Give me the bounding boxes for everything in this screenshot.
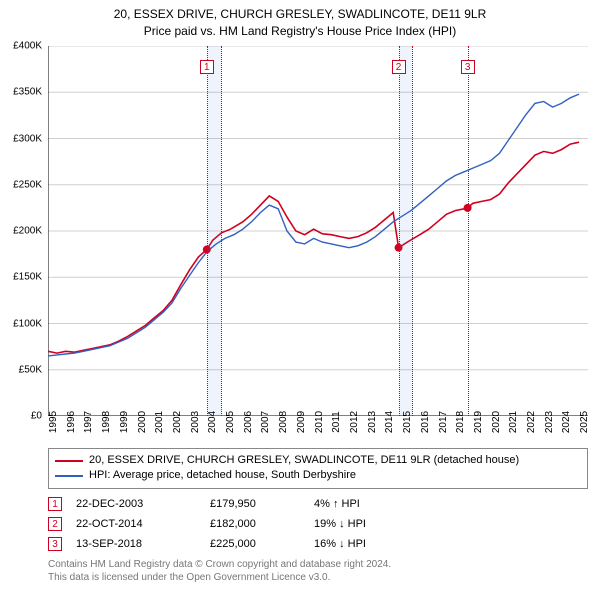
event-date: 22-OCT-2014 (76, 518, 196, 530)
chart-svg (48, 46, 588, 416)
x-tick-label: 2017 (438, 411, 449, 433)
y-tick-label: £350K (13, 87, 42, 98)
footer-line2: This data is licensed under the Open Gov… (48, 571, 391, 584)
x-tick-label: 2014 (384, 411, 395, 433)
x-tick-label: 1999 (119, 411, 130, 433)
chart-marker-box: 3 (461, 60, 475, 74)
x-tick-label: 2009 (296, 411, 307, 433)
event-price: £182,000 (210, 518, 300, 530)
y-tick-label: £400K (13, 41, 42, 52)
events-table: 1 22-DEC-2003 £179,950 4% ↑ HPI 2 22-OCT… (48, 494, 588, 554)
footer-line1: Contains HM Land Registry data © Crown c… (48, 558, 391, 571)
title-line2: Price paid vs. HM Land Registry's House … (0, 23, 600, 40)
x-tick-label: 1995 (48, 411, 59, 433)
x-tick-label: 2024 (561, 411, 572, 433)
event-marker-icon: 2 (48, 517, 62, 531)
event-marker-icon: 3 (48, 537, 62, 551)
event-delta: 16% ↓ HPI (314, 538, 434, 550)
event-delta: 4% ↑ HPI (314, 498, 434, 510)
x-tick-label: 1997 (83, 411, 94, 433)
x-tick-label: 2015 (402, 411, 413, 433)
x-tick-label: 2004 (207, 411, 218, 433)
x-tick-label: 2019 (473, 411, 484, 433)
x-tick-label: 2016 (420, 411, 431, 433)
event-price: £225,000 (210, 538, 300, 550)
event-row: 2 22-OCT-2014 £182,000 19% ↓ HPI (48, 514, 588, 534)
x-tick-label: 2018 (455, 411, 466, 433)
legend-label: 20, ESSEX DRIVE, CHURCH GRESLEY, SWADLIN… (89, 453, 519, 468)
x-tick-label: 2006 (243, 411, 254, 433)
x-tick-label: 2001 (154, 411, 165, 433)
event-row: 1 22-DEC-2003 £179,950 4% ↑ HPI (48, 494, 588, 514)
legend-swatch (55, 475, 83, 477)
y-tick-label: £100K (13, 318, 42, 329)
event-delta: 19% ↓ HPI (314, 518, 434, 530)
y-tick-label: £150K (13, 272, 42, 283)
title-block: 20, ESSEX DRIVE, CHURCH GRESLEY, SWADLIN… (0, 0, 600, 40)
x-tick-label: 2012 (349, 411, 360, 433)
x-tick-label: 1998 (101, 411, 112, 433)
x-tick-label: 2000 (137, 411, 148, 433)
x-tick-label: 2008 (278, 411, 289, 433)
x-tick-label: 2020 (491, 411, 502, 433)
event-date: 22-DEC-2003 (76, 498, 196, 510)
x-tick-label: 2023 (544, 411, 555, 433)
title-line1: 20, ESSEX DRIVE, CHURCH GRESLEY, SWADLIN… (0, 6, 600, 23)
y-tick-label: £300K (13, 133, 42, 144)
y-tick-label: £50K (19, 364, 42, 375)
legend-row: 20, ESSEX DRIVE, CHURCH GRESLEY, SWADLIN… (55, 453, 581, 468)
x-tick-label: 2013 (367, 411, 378, 433)
y-tick-label: £0 (31, 411, 42, 422)
chart-marker-box: 2 (392, 60, 406, 74)
event-date: 13-SEP-2018 (76, 538, 196, 550)
x-tick-label: 2002 (172, 411, 183, 433)
event-marker-icon: 1 (48, 497, 62, 511)
x-tick-label: 1996 (66, 411, 77, 433)
footer: Contains HM Land Registry data © Crown c… (48, 558, 391, 584)
chart-container: 20, ESSEX DRIVE, CHURCH GRESLEY, SWADLIN… (0, 0, 600, 590)
x-tick-label: 2010 (314, 411, 325, 433)
x-tick-label: 2022 (526, 411, 537, 433)
x-tick-label: 2007 (260, 411, 271, 433)
chart-marker-box: 1 (200, 60, 214, 74)
y-tick-label: £200K (13, 226, 42, 237)
legend-row: HPI: Average price, detached house, Sout… (55, 468, 581, 483)
event-row: 3 13-SEP-2018 £225,000 16% ↓ HPI (48, 534, 588, 554)
x-tick-label: 2011 (331, 411, 342, 433)
chart-area: 1 2 3 (48, 46, 588, 416)
x-tick-label: 2005 (225, 411, 236, 433)
y-tick-label: £250K (13, 179, 42, 190)
x-tick-label: 2021 (508, 411, 519, 433)
x-tick-label: 2025 (579, 411, 590, 433)
event-price: £179,950 (210, 498, 300, 510)
legend-swatch (55, 460, 83, 462)
legend: 20, ESSEX DRIVE, CHURCH GRESLEY, SWADLIN… (48, 448, 588, 489)
x-tick-label: 2003 (190, 411, 201, 433)
legend-label: HPI: Average price, detached house, Sout… (89, 468, 356, 483)
